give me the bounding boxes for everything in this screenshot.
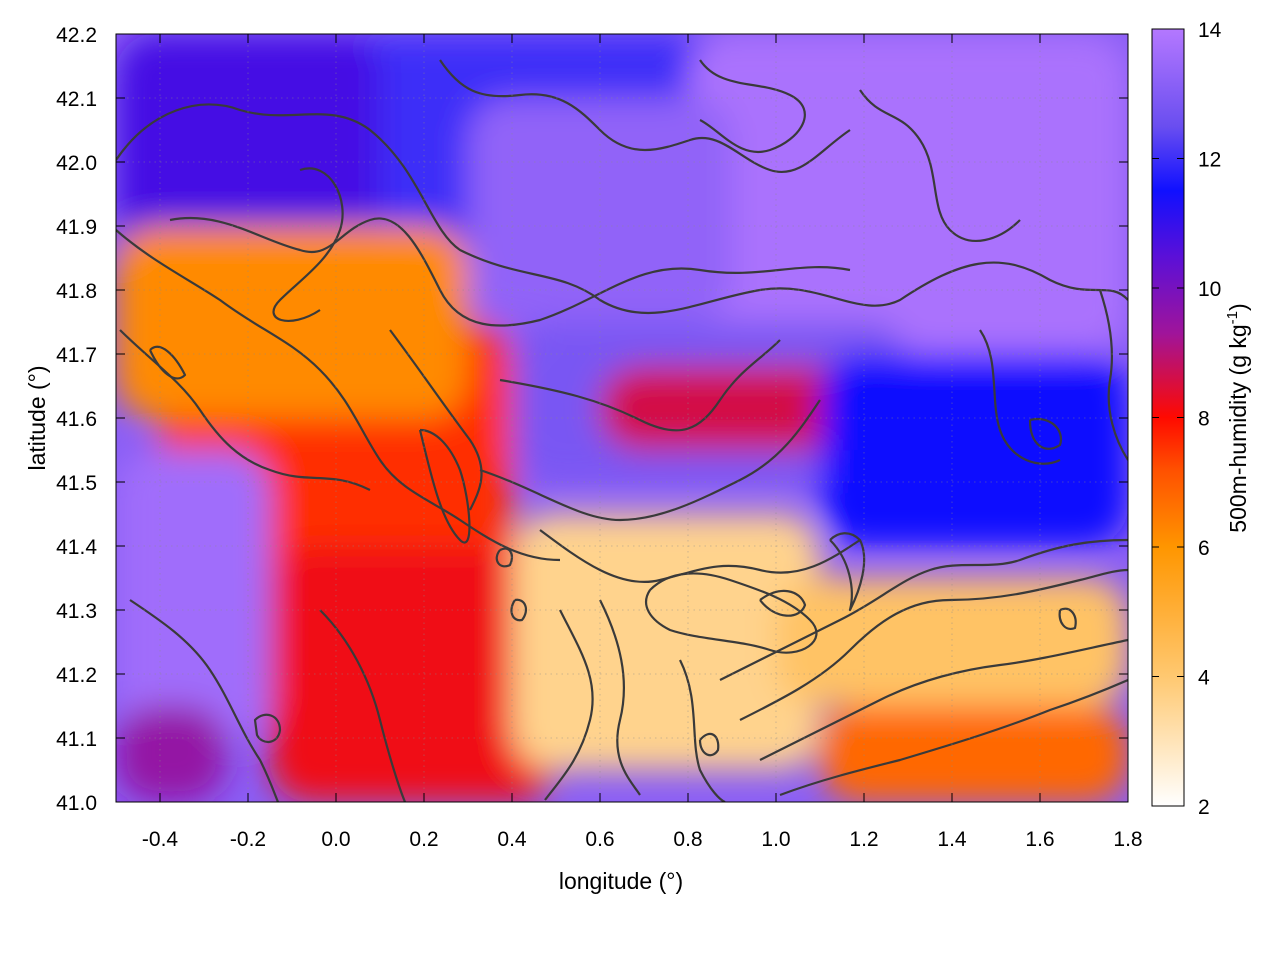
y-tick-label: 41.1: [56, 728, 97, 751]
colorbar-tick-label: 12: [1198, 149, 1221, 172]
x-tick-label: 0.2: [409, 828, 438, 851]
contour-line: [1028, 417, 1063, 450]
contour-line: [510, 598, 528, 622]
tick-marks: [116, 33, 1129, 803]
y-tick-label: 42.2: [56, 24, 97, 47]
contour-line: [1098, 289, 1128, 461]
colorbar-label-superscript: -1: [1224, 311, 1241, 324]
x-tick-label: 0.6: [585, 828, 614, 851]
y-tick-label: 41.9: [56, 216, 97, 239]
colorbar-tick-label: 2: [1198, 796, 1210, 819]
colorbar-label: 500m-humidity (g kg-1): [1224, 303, 1251, 532]
x-tick-label: 1.0: [761, 828, 790, 851]
x-axis-label: longitude (°): [559, 868, 683, 894]
colorbar-label-end: ): [1225, 303, 1251, 311]
contour-line: [148, 345, 187, 380]
colorbar-tick-label: 6: [1198, 537, 1210, 560]
contour-line: [779, 678, 1128, 797]
humidity-region: [116, 706, 226, 802]
contour-line: [644, 572, 818, 654]
contour-line: [829, 532, 866, 612]
y-tick-label: 42.1: [56, 88, 97, 111]
y-tick-label: 42.0: [56, 152, 97, 175]
contour-line: [979, 329, 1061, 465]
x-tick-label: 0.4: [497, 828, 527, 851]
humidity-region: [512, 514, 820, 770]
y-tick-label: 41.5: [56, 472, 97, 495]
colorbar: 2 4 6 8 10 12 14 500m-humidity (g kg-1): [1151, 19, 1251, 819]
contour-line: [699, 59, 806, 153]
contour-line: [679, 659, 726, 802]
colorbar-tick-label: 8: [1198, 408, 1210, 431]
contour-line: [272, 167, 344, 322]
contour-line: [418, 428, 471, 544]
contour-line: [1058, 607, 1077, 630]
contour-line: [719, 538, 1128, 681]
contour-line: [759, 638, 1128, 761]
y-tick-label: 41.8: [56, 280, 97, 303]
contour-line: [544, 609, 594, 801]
y-tick-label: 41.4: [56, 536, 97, 559]
colorbar-tick-label: 14: [1198, 19, 1222, 42]
colorbar-label-main: 500m-humidity (g kg: [1225, 324, 1251, 532]
colorbar-tick-label: 4: [1198, 667, 1210, 690]
contour-lines: [116, 59, 1128, 802]
humidity-region: [820, 354, 1128, 546]
humidity-region: [820, 706, 1128, 802]
contour-line: [253, 713, 282, 743]
contour-line: [479, 399, 821, 522]
y-tick-label: 41.6: [56, 408, 97, 431]
contour-line: [698, 732, 720, 757]
contour-line: [599, 599, 641, 796]
humidity-region: [688, 34, 1128, 354]
colorbar-tick-label: 10: [1198, 278, 1221, 301]
y-axis-tick-labels: 41.0 41.1 41.2 41.3 41.4 41.5 41.6 41.7 41.8 41.9…: [56, 24, 97, 815]
contour-line: [319, 609, 407, 802]
contour-line: [759, 589, 807, 617]
y-tick-label: 41.3: [56, 600, 97, 623]
y-axis-label: latitude (°): [24, 365, 50, 470]
humidity-region: [116, 226, 468, 418]
contour-line: [859, 89, 1021, 242]
x-tick-label: -0.2: [230, 828, 266, 851]
x-tick-label: 1.2: [849, 828, 878, 851]
colorbar-ticks: [1152, 28, 1184, 807]
y-tick-label: 41.7: [56, 344, 97, 367]
contour-line: [129, 599, 280, 802]
contour-line: [495, 547, 514, 568]
x-tick-label: 1.8: [1113, 828, 1142, 851]
humidity-region: [116, 450, 270, 738]
x-tick-label: 0.8: [673, 828, 702, 851]
y-tick-label: 41.2: [56, 664, 97, 687]
contour-line: [169, 216, 851, 327]
x-tick-label: -0.4: [142, 828, 179, 851]
y-tick-label: 41.0: [56, 792, 97, 815]
x-tick-label: 0.0: [321, 828, 350, 851]
contour-line: [739, 568, 1128, 721]
contour-line: [499, 339, 781, 432]
contour-line: [116, 229, 561, 562]
humidity-region: [776, 578, 1128, 706]
contour-line: [539, 529, 861, 583]
colorbar-tick-labels: 2 4 6 8 10 12 14: [1198, 19, 1222, 819]
x-tick-label: 1.6: [1025, 828, 1054, 851]
x-tick-label: 1.4: [937, 828, 967, 851]
contour-line: [389, 329, 483, 511]
contour-line: [116, 103, 1128, 314]
x-axis-tick-labels: -0.4 -0.2 0.0 0.2 0.4 0.6 0.8 1.0 1.2 1.4 1.6 1.8: [142, 828, 1143, 851]
